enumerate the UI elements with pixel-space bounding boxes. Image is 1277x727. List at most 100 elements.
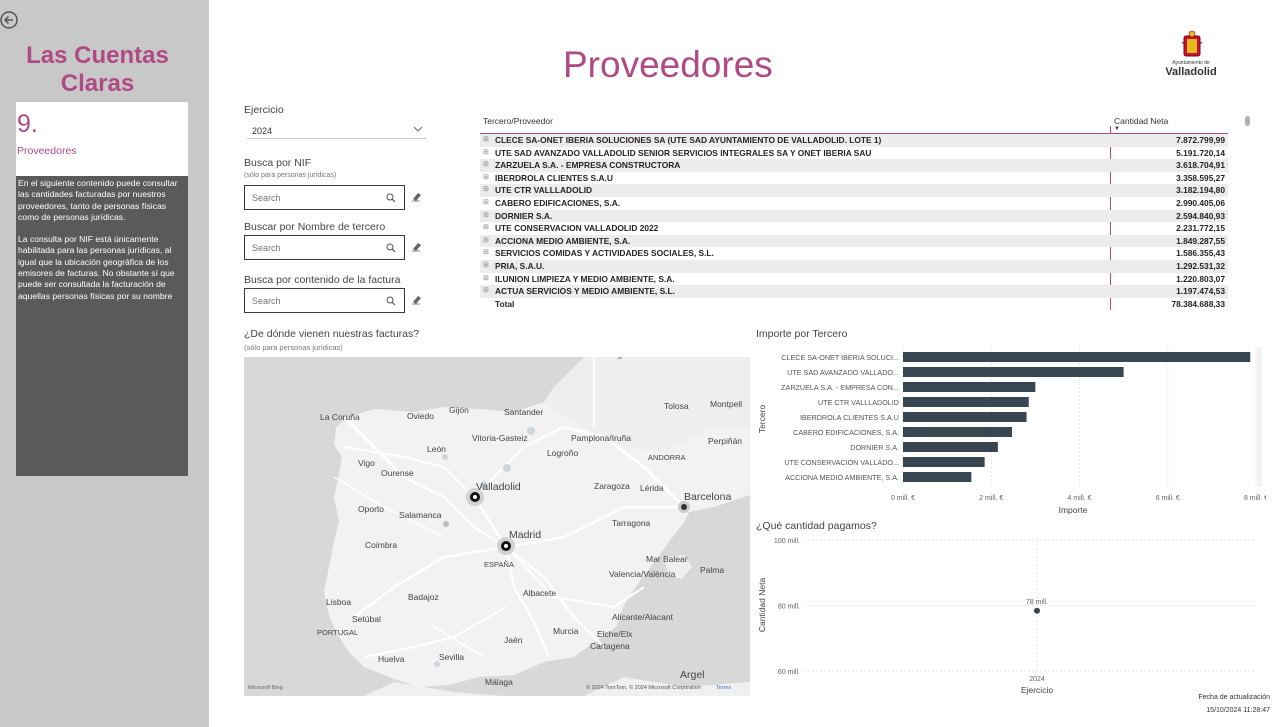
column-header-tercero[interactable]: Tercero/Proveedor — [483, 116, 553, 126]
expand-icon[interactable]: ⊞ — [483, 186, 489, 194]
table-row[interactable]: ⊞ CLECE SA-ONET IBERIA SOLUCIONES SA (UTE… — [480, 134, 1228, 147]
row-amount: 2.594.840,93 — [1176, 210, 1225, 221]
bar[interactable] — [903, 472, 972, 482]
bar[interactable] — [903, 412, 1027, 422]
map-place-label: Barcelona — [684, 491, 731, 503]
table-row[interactable]: ⊞ IBERDROLA CLIENTES S.A.U 3.358.595,27 — [480, 172, 1228, 185]
eraser-icon[interactable] — [411, 191, 422, 202]
bar[interactable] — [903, 397, 1029, 407]
year-select[interactable]: 2024 — [247, 122, 427, 139]
map-place-label: Lérida — [640, 483, 664, 493]
map-place-label: Albacete — [523, 588, 556, 598]
bar[interactable] — [903, 352, 1251, 362]
row-provider-name: ILUNION LIMPIEZA Y MEDIO AMBIENTE, S.A. — [495, 273, 675, 284]
map-place-label: Lisboa — [326, 597, 351, 607]
table-row[interactable]: ⊞ UTE CTR VALLLADOLID 3.182.194,80 — [480, 184, 1228, 197]
map-place-label: Sevilla — [439, 652, 464, 662]
map-place-label: Oviedo — [407, 411, 434, 421]
expand-icon[interactable]: ⊞ — [483, 198, 489, 206]
map-place-label: León — [427, 444, 446, 454]
valladolid-logo — [1181, 30, 1203, 57]
bar[interactable] — [903, 427, 1012, 437]
map-place-label: Jaén — [504, 635, 523, 645]
bar-category-label: UTE CONSERVACION VALLADO... — [784, 458, 899, 467]
bar-chart[interactable]: 0 mill. € 2 mill. € 4 mill. € 6 mill. € 8 mi… — [756, 342, 1266, 517]
row-amount: 1.849.287,55 — [1176, 235, 1225, 246]
map-place-label: La Coruña — [320, 412, 360, 422]
bar-chart-scrollbar[interactable] — [1257, 347, 1262, 487]
chevron-down-icon — [413, 126, 423, 132]
back-arrow-icon[interactable] — [0, 10, 20, 30]
bar-category-label: CLECE SA-ONET IBERIA SOLUCI... — [781, 353, 899, 362]
name-search-input[interactable] — [252, 243, 372, 253]
table-row[interactable]: ⊞ PRIA, S.A.U. 1.292.531,32 — [480, 259, 1228, 273]
invoice-origin-map[interactable]: Burgos La Coruña Oviedo Gijón Santander Tolos… — [244, 357, 750, 696]
row-provider-name: ACTUA SERVICIOS Y MEDIO AMBIENTE, S.L. — [495, 286, 675, 297]
row-provider-name: IBERDROLA CLIENTES S.A.U — [495, 172, 613, 183]
map-place-label: Santander — [504, 407, 543, 417]
line-chart[interactable]: 60 mill. 80 mill. 100 mill. 78 mill. 2024 Eje… — [756, 532, 1266, 702]
expand-icon[interactable]: ⊞ — [483, 236, 489, 244]
map-place-label: Perpiñán — [708, 436, 742, 446]
row-amount: 5.191.720,14 — [1176, 147, 1225, 158]
bing-label: Microsoft Bing — [248, 685, 283, 691]
table-row[interactable]: ⊞ CABERO EDIFICACIONES, S.A. 2.990.405,06 — [480, 197, 1228, 210]
line-y-tick: 60 mill. — [778, 669, 800, 676]
table-row[interactable]: ⊞ SERVICIOS COMIDAS Y ACTIVIDADES SOCIALE… — [480, 247, 1228, 260]
map-place-label: Salamanca — [399, 510, 442, 520]
row-amount: 2.231.772,15 — [1176, 223, 1225, 234]
table-row[interactable]: ⊞ DORNIER S.A. 2.594.840,93 — [480, 209, 1228, 223]
logo-text-line2: Valladolid — [1165, 66, 1217, 78]
column-header-cantidad[interactable]: Cantidad Neta — [1114, 116, 1169, 126]
year-label: Ejercicio — [244, 104, 284, 116]
table-row[interactable]: ⊞ ILUNION LIMPIEZA Y MEDIO AMBIENTE, S.A.… — [480, 273, 1228, 286]
bar[interactable] — [903, 382, 1036, 392]
bar-category-label: ACCIONA MEDIO AMBIENTE, S.A. — [785, 473, 899, 482]
content-search-box[interactable] — [244, 288, 405, 313]
table-row[interactable]: ⊞ ACCIONA MEDIO AMBIENTE, S.A. 1.849.287,5… — [480, 234, 1228, 248]
nif-search-input[interactable] — [252, 193, 372, 203]
table-row[interactable]: ⊞ UTE SAD AVANZADO VALLADOLID SENIOR SERV… — [480, 147, 1228, 160]
map-terms-link[interactable]: Terms — [716, 685, 731, 691]
row-provider-name: UTE SAD AVANZADO VALLADOLID SENIOR SERVI… — [495, 147, 872, 158]
sort-desc-icon[interactable]: ▼ — [1114, 126, 1120, 132]
expand-icon[interactable]: ⊞ — [483, 249, 489, 257]
line-point[interactable] — [1034, 607, 1040, 614]
line-y-axis-label: Cantidad Neta — [757, 578, 767, 633]
bar-category-label: IBERDROLA CLIENTES S.A.U — [800, 413, 899, 422]
row-amount: 3.618.704,91 — [1176, 160, 1225, 171]
bar[interactable] — [903, 457, 985, 467]
map-place-label: Valencia/València — [609, 569, 676, 579]
providers-table: Tercero/Proveedor Cantidad Neta ▼ ⊞ CLECE… — [480, 112, 1255, 316]
bar[interactable] — [903, 442, 998, 452]
name-search-box[interactable] — [244, 235, 405, 260]
table-row[interactable]: ⊞ ACTUA SERVICIOS Y MEDIO AMBIENTE, S.L. 1… — [480, 285, 1228, 298]
content-search-input[interactable] — [252, 296, 372, 306]
expand-icon[interactable]: ⊞ — [483, 274, 489, 282]
expand-icon[interactable]: ⊞ — [483, 136, 489, 143]
expand-icon[interactable]: ⊞ — [483, 287, 489, 295]
table-scrollbar[interactable] — [1245, 116, 1250, 126]
expand-icon[interactable]: ⊞ — [483, 173, 489, 181]
row-provider-name: CABERO EDIFICACIONES, S.A. — [495, 197, 621, 208]
table-row[interactable]: ⊞ UTE CONSERVACION VALLADOLID 2022 2.231.7… — [480, 222, 1228, 235]
total-value: 78.384.688,33 — [1171, 298, 1225, 309]
expand-icon[interactable]: ⊞ — [483, 261, 489, 269]
eraser-icon[interactable] — [411, 241, 422, 252]
expand-icon[interactable]: ⊞ — [483, 161, 489, 169]
expand-icon[interactable]: ⊞ — [483, 148, 489, 156]
expand-icon[interactable]: ⊞ — [483, 224, 489, 232]
row-amount: 3.182.194,80 — [1176, 185, 1225, 196]
table-row[interactable]: ⊞ ZARZUELA S.A. - EMPRESA CONSTRUCTORA 3.6… — [480, 159, 1228, 172]
line-point-label: 78 mill. — [1026, 599, 1048, 606]
map-place-label: PORTUGAL — [317, 628, 358, 637]
eraser-icon[interactable] — [411, 294, 422, 305]
expand-icon[interactable]: ⊞ — [483, 211, 489, 219]
map-place-label: Badajoz — [408, 592, 439, 602]
bar[interactable] — [903, 367, 1124, 377]
map-place-label: Tarragona — [612, 518, 651, 528]
map-subtitle: (sólo para personas jurídicas) — [244, 343, 343, 352]
total-label: Total — [495, 298, 515, 309]
map-place-label: Ourense — [381, 468, 414, 478]
nif-search-box[interactable] — [244, 185, 405, 210]
